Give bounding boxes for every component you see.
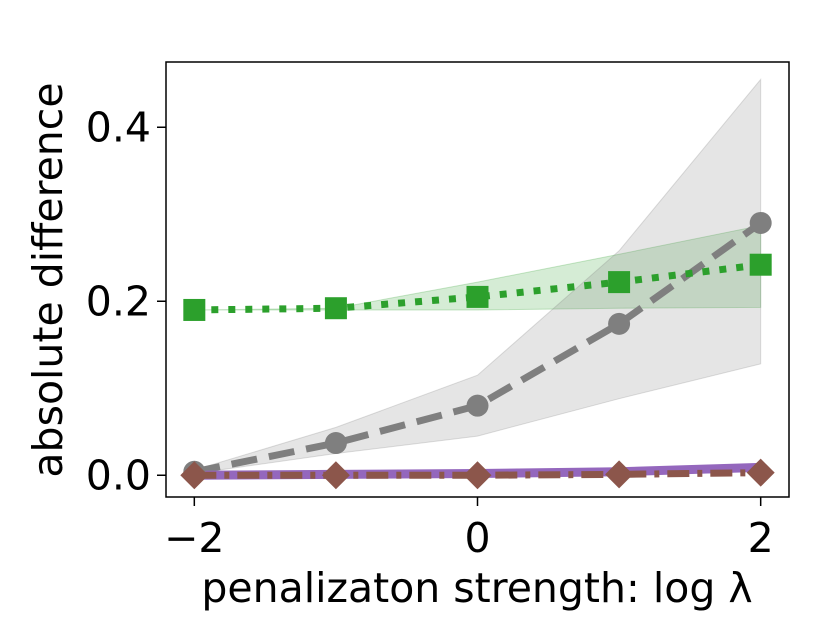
axis-ticks: −2 0 2 0.0 0.2 0.4: [86, 103, 774, 562]
band-gray: [193, 78, 762, 475]
marker-brown-3: [605, 460, 634, 489]
y-tick-label: 0.4: [86, 103, 151, 151]
marker-green-4: [749, 253, 772, 276]
marker-brown-0: [180, 461, 209, 490]
marker-gray-2: [466, 394, 489, 417]
marker-brown-1: [321, 461, 350, 490]
marker-green-1: [324, 297, 347, 320]
y-tick-label: 0.2: [86, 277, 151, 325]
y-tick-label: 0.0: [86, 451, 151, 499]
x-tick-label: −2: [164, 514, 224, 562]
marker-gray-4: [749, 211, 772, 234]
x-tick-label: 0: [464, 514, 490, 562]
series-markers: [180, 211, 775, 490]
line-brown: [194, 469, 761, 479]
marker-brown-4: [746, 458, 775, 487]
marker-green-2: [466, 285, 489, 308]
marker-brown-2: [463, 461, 492, 490]
x-axis-label: penalizaton strength: log λ: [201, 564, 752, 612]
marker-green-0: [183, 298, 206, 321]
y-axis-label: absolute difference: [24, 82, 72, 477]
marker-gray-1: [324, 432, 347, 455]
marker-gray-3: [608, 312, 631, 335]
marker-green-3: [608, 271, 631, 294]
x-tick-label: 2: [748, 514, 774, 562]
